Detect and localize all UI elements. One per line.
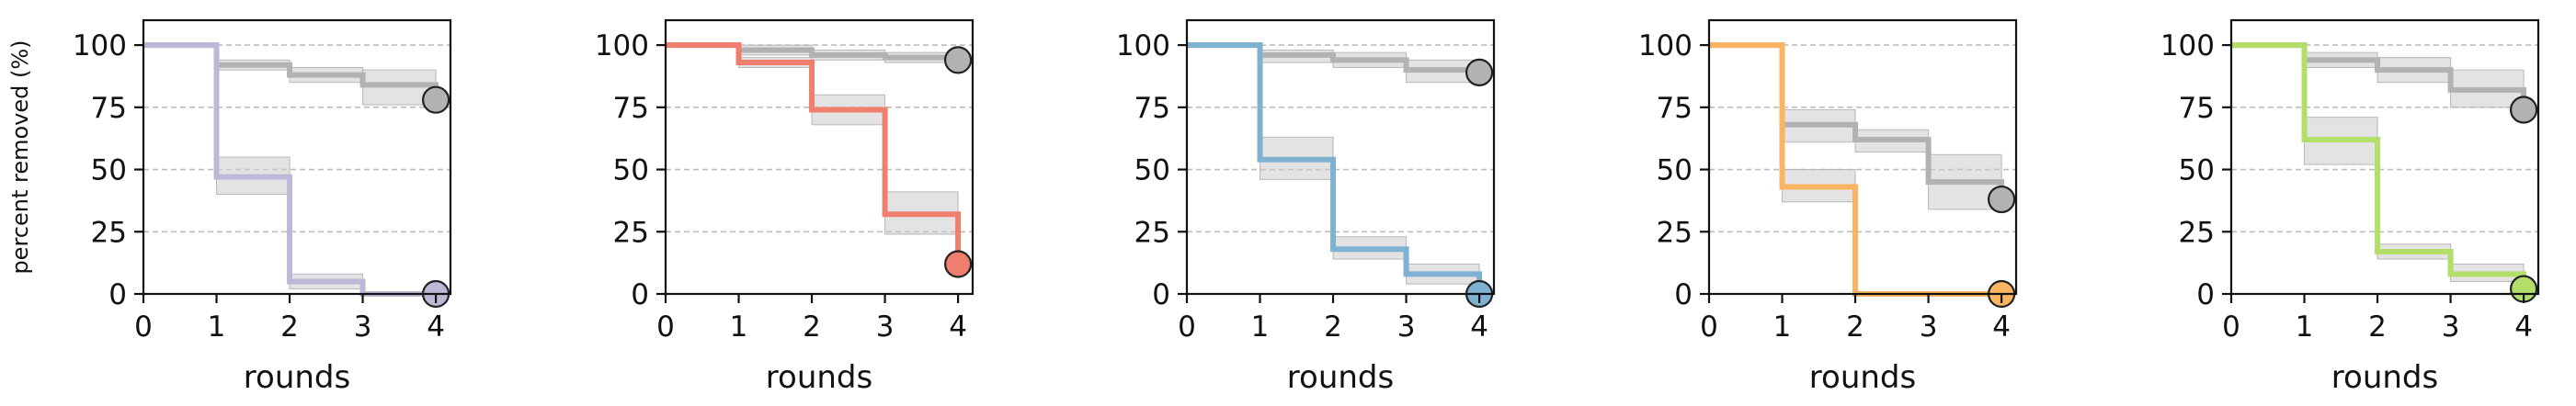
x-tick-label: 3: [2442, 310, 2460, 344]
x-tick-label: 3: [354, 310, 372, 344]
panel-1: 0 1 2 3 4 0 25 50 75 100 rounds: [73, 18, 452, 396]
y-tick-label: 0: [2196, 278, 2215, 311]
x-tick-label: 2: [803, 310, 821, 344]
reference-end-marker: [1987, 185, 2016, 214]
y-tick-label: 50: [613, 154, 649, 187]
x-axis-label: rounds: [2331, 359, 2438, 396]
reference-end-marker: [943, 46, 973, 74]
x-tick-label: 0: [656, 310, 675, 344]
y-tick-label: 75: [1657, 92, 1693, 125]
series-line: [143, 42, 437, 297]
panel-3: 0 1 2 3 4 0 25 50 75 100 rounds: [1116, 18, 1496, 396]
x-axis-label: rounds: [1287, 359, 1394, 396]
series-line: [666, 42, 962, 265]
axes-frame: [142, 18, 452, 296]
x-tick-label: 4: [1470, 310, 1488, 344]
x-tick-label: 1: [1773, 310, 1792, 344]
reference-end-marker: [2509, 96, 2538, 124]
reference-end-marker: [421, 85, 450, 114]
x-tick-label: 3: [876, 310, 895, 344]
x-tick-label: 2: [1846, 310, 1864, 344]
y-tick-label: 75: [91, 92, 127, 125]
axes-frame: [2229, 18, 2540, 296]
x-tick-label: 1: [2296, 310, 2314, 344]
series-line: [2231, 42, 2527, 289]
x-tick-label: 4: [1992, 310, 2011, 344]
x-tick-label: 4: [949, 310, 967, 344]
y-axis-label: percent removed (%): [7, 39, 33, 274]
x-tick-label: 2: [280, 310, 299, 344]
x-tick-label: 1: [1251, 310, 1270, 344]
y-tick-label: 25: [2179, 216, 2215, 249]
panel-4: 0 1 2 3 4 0 25 50 75 100 rounds: [1638, 18, 2018, 396]
y-tick-label: 75: [613, 92, 649, 125]
y-tick-label: 75: [1134, 92, 1170, 125]
x-tick-label: 0: [1700, 310, 1718, 344]
series-line: [1187, 42, 1483, 294]
y-tick-label: 50: [2179, 154, 2215, 187]
y-tick-label: 0: [1152, 278, 1170, 311]
series-end-marker: [943, 250, 973, 278]
x-tick-label: 3: [1920, 310, 1938, 344]
y-tick-label: 0: [1674, 278, 1693, 311]
axes-frame: [664, 18, 975, 296]
y-tick-label: 100: [2160, 29, 2215, 62]
y-tick-label: 0: [108, 278, 127, 311]
y-tick-label: 25: [91, 216, 127, 249]
y-tick-label: 25: [1134, 216, 1170, 249]
x-axis-label: rounds: [1809, 359, 1916, 396]
x-tick-label: 1: [208, 310, 226, 344]
x-axis-label: rounds: [244, 359, 350, 396]
x-tick-label: 4: [2514, 310, 2533, 344]
y-tick-label: 25: [613, 216, 649, 249]
reference-series-line: [1187, 42, 1483, 73]
y-tick-label: 100: [1638, 29, 1693, 62]
y-tick-label: 50: [1134, 154, 1170, 187]
x-axis-label: rounds: [766, 359, 872, 396]
y-tick-label: 25: [1657, 216, 1693, 249]
panel-2: 0 1 2 3 4 0 25 50 75 100 rounds: [595, 18, 975, 396]
y-tick-label: 100: [73, 29, 127, 62]
y-tick-label: 100: [1116, 29, 1170, 62]
x-tick-label: 2: [1324, 310, 1342, 344]
y-tick-label: 50: [1657, 154, 1693, 187]
x-tick-label: 1: [730, 310, 748, 344]
reference-end-marker: [1465, 58, 1494, 86]
y-tick-label: 100: [595, 29, 649, 62]
y-tick-label: 75: [2179, 92, 2215, 125]
panel-5: 0 1 2 3 4 0 25 50 75 100 rounds: [2160, 18, 2540, 396]
x-tick-label: 0: [1178, 310, 1196, 344]
x-tick-label: 3: [1397, 310, 1416, 344]
x-tick-label: 4: [427, 310, 445, 344]
y-tick-label: 50: [91, 154, 127, 187]
axes-frame: [1707, 18, 2018, 296]
y-tick-label: 0: [631, 278, 649, 311]
x-tick-label: 2: [2368, 310, 2387, 344]
x-tick-label: 0: [134, 310, 153, 344]
x-tick-label: 0: [2222, 310, 2240, 344]
axes-frame: [1185, 18, 1496, 296]
